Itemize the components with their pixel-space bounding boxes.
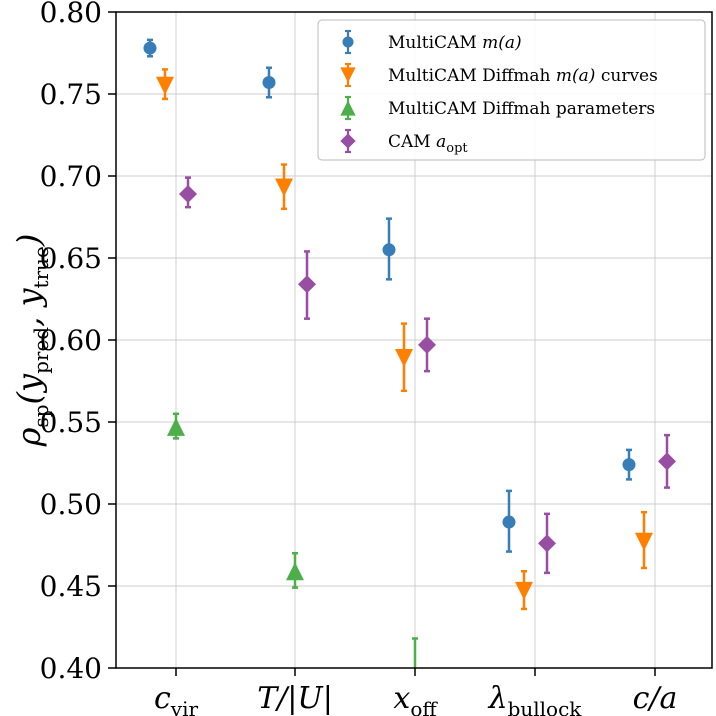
data-markers: [143, 41, 676, 600]
legend-marker: [340, 133, 356, 149]
data-point: [622, 458, 636, 472]
legend-marker: [340, 67, 356, 83]
x-tick-label: λbullock: [488, 681, 583, 716]
y-tick-label: 0.40: [40, 652, 102, 685]
data-point: [515, 581, 533, 600]
legend-label: CAM aopt: [388, 132, 468, 156]
data-point: [156, 76, 174, 95]
data-point: [286, 562, 304, 581]
y-tick-label: 0.60: [40, 324, 102, 357]
legend-marker: [342, 36, 354, 48]
x-axis: cvir T/|U| xoff λbullock c/a: [154, 668, 677, 716]
x-tick-label: T/|U|: [257, 681, 333, 716]
data-point: [502, 515, 516, 529]
data-point: [658, 452, 676, 471]
legend-box: [317, 19, 706, 161]
y-axis-label: ρsp(ypred, ytrue): [10, 234, 53, 448]
y-tick-label: 0.50: [40, 488, 102, 521]
x-tick-label: cvir: [154, 681, 199, 716]
data-point: [167, 417, 185, 436]
data-point: [382, 243, 396, 257]
data-point: [538, 534, 556, 553]
y-tick-label: 0.55: [40, 406, 102, 439]
data-point: [262, 76, 276, 90]
legend-marker: [340, 100, 356, 116]
legend: MultiCAM m(a) MultiCAM Diffmah m(a) curve…: [317, 19, 706, 161]
data-point: [418, 335, 436, 354]
data-point: [635, 532, 653, 551]
y-axis: 0.40 0.45 0.50 0.55 0.60 0.65 0.70 0.75 0.80: [40, 0, 116, 685]
y-tick-label: 0.45: [40, 570, 102, 603]
data-point: [275, 178, 293, 197]
x-tick-label: xoff: [393, 681, 438, 716]
data-point: [298, 275, 316, 294]
y-tick-label: 0.65: [40, 242, 102, 275]
y-tick-label: 0.70: [40, 160, 102, 193]
data-point: [179, 185, 197, 204]
y-tick-label: 0.75: [40, 78, 102, 111]
legend-label: MultiCAM Diffmah m(a) curves: [388, 66, 658, 86]
y-tick-label: 0.80: [40, 0, 102, 29]
data-point: [143, 41, 157, 55]
legend-label: MultiCAM Diffmah parameters: [388, 99, 655, 119]
data-point: [395, 349, 413, 368]
x-tick-label: c/a: [633, 681, 678, 716]
legend-label: MultiCAM m(a): [388, 33, 522, 53]
